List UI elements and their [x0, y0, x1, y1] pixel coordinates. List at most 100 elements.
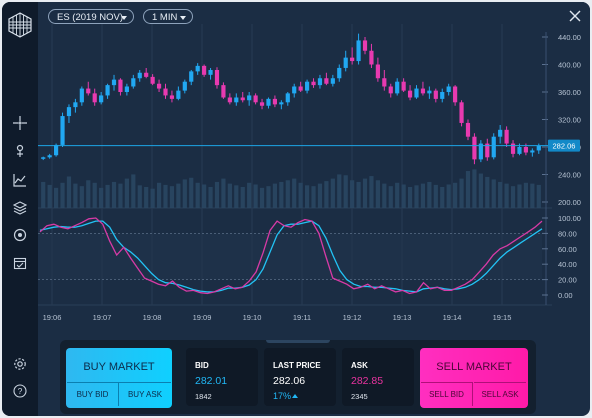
oscillator-fast-line [39, 217, 543, 295]
candle [485, 143, 490, 158]
volume-bar [144, 187, 149, 208]
last-change-value: 17% [273, 391, 292, 401]
volume-bar [86, 180, 91, 208]
candle [414, 88, 419, 98]
current-price-badge [548, 139, 580, 152]
candle [92, 93, 97, 103]
candle [73, 102, 78, 108]
candle [491, 136, 496, 158]
volume-bar [234, 185, 239, 208]
sell-market-button[interactable]: SELL MARKET [436, 361, 512, 373]
candle [266, 98, 271, 106]
volume-bar [453, 182, 458, 208]
line-chart-icon[interactable] [2, 170, 38, 190]
volume-bar [92, 182, 97, 208]
last-change: 17% [273, 391, 299, 401]
candle [41, 157, 46, 159]
volume-bar [337, 174, 342, 208]
x-tick-label: 19:13 [393, 313, 412, 322]
candle [343, 57, 348, 68]
chart-area[interactable]: 19:06 19:07 19:08 19:09 19:10 19:11 19:12 19:13… [2, 2, 590, 336]
volume-bar [124, 178, 129, 208]
x-tick-label: 19:14 [443, 313, 462, 322]
volume-bar [350, 180, 355, 208]
candle [221, 85, 226, 98]
candle [517, 147, 522, 154]
candle [504, 129, 509, 144]
volume-bar [189, 177, 194, 208]
osc-tick-label: 100.00 [558, 214, 581, 223]
volume-bar [324, 181, 329, 208]
chevron-down-icon [121, 16, 127, 20]
volume-bar [485, 176, 490, 208]
osc-tick-label: 20.00 [558, 276, 577, 285]
volume-bar [414, 185, 419, 208]
candle [446, 86, 451, 92]
candle [453, 86, 458, 103]
band-fill [38, 233, 542, 280]
volume-bar [510, 186, 516, 208]
sell-market-tile: SELL MARKET SELL BID SELL ASK [420, 348, 528, 408]
candle [144, 72, 149, 77]
candle [375, 64, 380, 79]
candle [111, 79, 117, 86]
volume-bar [150, 188, 155, 208]
volume-bar [369, 176, 374, 208]
trade-panel: BUY MARKET BUY BID BUY ASK BID 282.01 18… [60, 340, 536, 414]
symbol-dropdown[interactable]: ES (2019 NOV) [48, 9, 134, 24]
volume-bar [79, 186, 84, 208]
volume-bar [195, 182, 200, 208]
candle [182, 81, 187, 91]
sell-ask-button[interactable]: SELL ASK [474, 382, 526, 406]
candle [401, 81, 406, 91]
settings-icon[interactable] [2, 354, 38, 374]
x-tick-label: 19:06 [43, 313, 62, 322]
y-tick-label: 320.00 [558, 116, 581, 125]
buy-market-button[interactable]: BUY MARKET [83, 361, 155, 373]
volume-bar [382, 183, 387, 208]
y-tick-label: 200.00 [558, 198, 581, 207]
target-icon[interactable] [2, 225, 38, 245]
osc-tick-label: 60.00 [558, 245, 577, 254]
candle [176, 90, 181, 99]
volume-bar [420, 183, 426, 208]
sell-bid-button[interactable]: SELL BID [421, 382, 473, 406]
x-tick-label: 19:07 [93, 313, 112, 322]
volume-bar [298, 182, 303, 208]
volume-bar [111, 181, 117, 208]
candle [163, 88, 168, 96]
volume-bar [247, 182, 252, 208]
pointer-icon[interactable] [2, 141, 38, 161]
buy-ask-button[interactable]: BUY ASK [119, 382, 171, 406]
volume-bar [47, 184, 52, 208]
calendar-icon[interactable] [2, 253, 38, 273]
buy-bid-button[interactable]: BUY BID [67, 382, 119, 406]
volume-bar [465, 171, 471, 208]
volume-bar [536, 184, 541, 208]
candle [247, 95, 252, 101]
panel-handle[interactable] [266, 340, 330, 343]
candle [124, 86, 129, 92]
candle [227, 97, 232, 103]
candle [498, 129, 503, 137]
volume-bar [330, 178, 335, 208]
volume-bar [105, 184, 110, 208]
volume-bar [472, 169, 477, 208]
candle [478, 143, 483, 160]
close-icon[interactable] [569, 10, 581, 22]
help-icon[interactable]: ? [2, 381, 38, 401]
candle [304, 81, 310, 91]
layers-icon[interactable] [2, 198, 38, 218]
volume-bar [459, 178, 464, 208]
crosshair-icon[interactable] [2, 113, 38, 133]
volume-bar [202, 184, 207, 208]
logo [8, 12, 32, 38]
volume-bar [253, 184, 258, 208]
candle [195, 65, 200, 72]
volume-bar [60, 182, 65, 208]
interval-label: 1 MIN [152, 12, 178, 23]
volume-bar [517, 184, 522, 208]
volume-bar [491, 179, 496, 208]
current-price-label: 282.06 [553, 142, 576, 151]
interval-dropdown[interactable]: 1 MIN [143, 9, 193, 24]
